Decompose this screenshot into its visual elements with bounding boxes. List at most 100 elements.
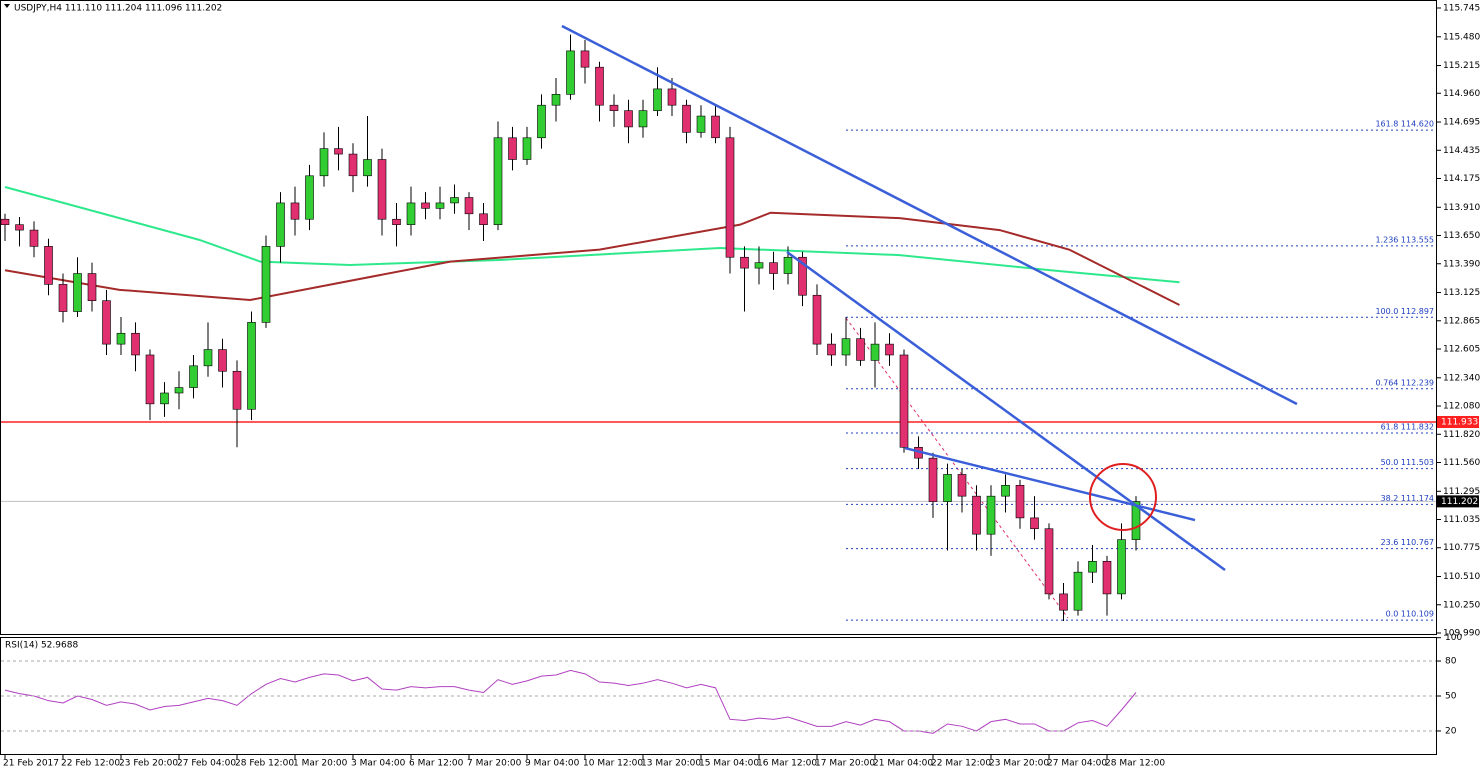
candle-body <box>957 474 967 497</box>
candle-body <box>1131 501 1141 540</box>
trendline <box>904 446 1196 522</box>
candle-body <box>131 332 140 356</box>
candle-body <box>363 159 372 177</box>
candle-body <box>1001 485 1010 497</box>
rsi-tick-label: 100 <box>1445 633 1462 643</box>
fib-label: 38.2 111.174 <box>1381 494 1434 503</box>
candle-body <box>899 354 909 448</box>
y-tick-label: 112.865 <box>1443 316 1480 326</box>
x-tick-label: 16 Mar 12:00 <box>757 759 817 769</box>
candle-body <box>435 202 445 209</box>
candle-body <box>189 365 198 388</box>
fib-label: 161.8 114.620 <box>1375 120 1434 129</box>
x-tick-label: 9 Mar 04:00 <box>525 759 580 769</box>
candle-body <box>406 202 416 225</box>
y-tick-label: 111.560 <box>1443 458 1480 468</box>
support-tag <box>1437 415 1479 428</box>
candle-body <box>827 343 836 356</box>
price-tag <box>1437 495 1479 508</box>
chart-title: USDJPY,H4 111.110 111.204 111.096 111.20… <box>14 4 222 14</box>
moving-average <box>4 211 1180 306</box>
candle-body <box>638 110 648 128</box>
candle-body <box>392 218 401 225</box>
x-tick-label: 28 Mar 12:00 <box>1105 759 1165 769</box>
highlight-circle <box>1089 463 1157 531</box>
candle-body <box>464 197 474 215</box>
candle-body <box>609 104 619 111</box>
x-tick-label: 21 Mar 04:00 <box>873 759 933 769</box>
header-icon <box>4 4 10 8</box>
candle-body <box>116 332 126 345</box>
candle-body <box>928 457 938 502</box>
y-tick-label: 114.695 <box>1443 118 1480 128</box>
support-tag-label: 111.933 <box>1441 417 1478 427</box>
x-tick-label: 27 Mar 04:00 <box>1047 759 1107 769</box>
candle-body <box>348 153 358 177</box>
y-tick-label: 111.820 <box>1443 430 1480 440</box>
candle-body <box>58 284 68 312</box>
candle-body <box>450 197 459 204</box>
fib-label: 1.236 113.555 <box>1375 235 1434 244</box>
y-tick-label: 111.035 <box>1443 515 1480 525</box>
trendline <box>561 24 1298 406</box>
candle-body <box>566 50 575 95</box>
candle-body <box>73 273 82 312</box>
y-tick-label: 112.605 <box>1443 345 1480 355</box>
fib-label: 50.0 111.503 <box>1381 458 1434 467</box>
candle-body <box>624 110 633 128</box>
candle-body <box>1044 528 1054 595</box>
candle-body <box>174 387 184 394</box>
y-tick-label: 110.250 <box>1443 600 1480 610</box>
candle-body <box>972 495 981 535</box>
x-tick-label: 23 Feb 20:00 <box>119 759 178 769</box>
moving-average <box>4 186 1180 284</box>
candle-body <box>943 474 952 502</box>
y-tick-label: 113.125 <box>1443 288 1480 298</box>
x-tick-label: 21 Feb 2017 <box>3 759 59 769</box>
candle-body <box>1088 561 1097 573</box>
y-tick-label: 114.435 <box>1443 146 1480 156</box>
candle-body <box>754 262 764 269</box>
candle-body <box>667 88 677 106</box>
candle-body <box>145 354 155 405</box>
candle-body <box>290 202 300 220</box>
candle-body <box>479 213 488 225</box>
candle-body <box>15 224 24 231</box>
y-tick-label: 113.910 <box>1443 203 1480 213</box>
candle-body <box>841 338 851 356</box>
rsi-line <box>4 669 1137 734</box>
candle-body <box>0 218 10 225</box>
candle-body <box>319 148 329 177</box>
x-tick-label: 13 Mar 20:00 <box>641 759 701 769</box>
candle-body <box>522 137 532 160</box>
candle-body <box>203 349 213 367</box>
x-tick-label: 6 Mar 12:00 <box>409 759 464 769</box>
y-tick-label: 111.295 <box>1443 487 1480 497</box>
candle-body <box>334 148 343 155</box>
rsi-label: RSI(14) 52.9688 <box>5 641 78 651</box>
candle-body <box>551 94 561 106</box>
candle-body <box>508 137 517 160</box>
fib-label: 0.764 112.239 <box>1375 378 1434 387</box>
candle-body <box>783 256 793 274</box>
candle-body <box>696 115 706 133</box>
candle-body <box>232 370 242 410</box>
candle-body <box>711 115 720 139</box>
x-tick-label: 22 Feb 12:00 <box>61 759 120 769</box>
y-tick-label: 112.080 <box>1443 402 1480 412</box>
candle-body <box>218 349 227 372</box>
x-tick-label: 22 Mar 12:00 <box>931 759 991 769</box>
candle-body <box>87 273 97 301</box>
fib-label: 61.8 111.832 <box>1381 422 1434 431</box>
fib-diagonal <box>845 317 1069 619</box>
x-tick-label: 10 Mar 12:00 <box>583 759 643 769</box>
candle-body <box>682 104 691 133</box>
candle-body <box>1030 517 1039 530</box>
x-tick-label: 7 Mar 20:00 <box>467 759 522 769</box>
x-tick-label: 1 Mar 20:00 <box>293 759 348 769</box>
candle-body <box>261 246 271 323</box>
candle-body <box>653 88 662 111</box>
y-tick-label: 114.175 <box>1443 174 1480 184</box>
candle-body <box>102 300 111 345</box>
fib-label: 100.0 112.897 <box>1375 307 1434 316</box>
